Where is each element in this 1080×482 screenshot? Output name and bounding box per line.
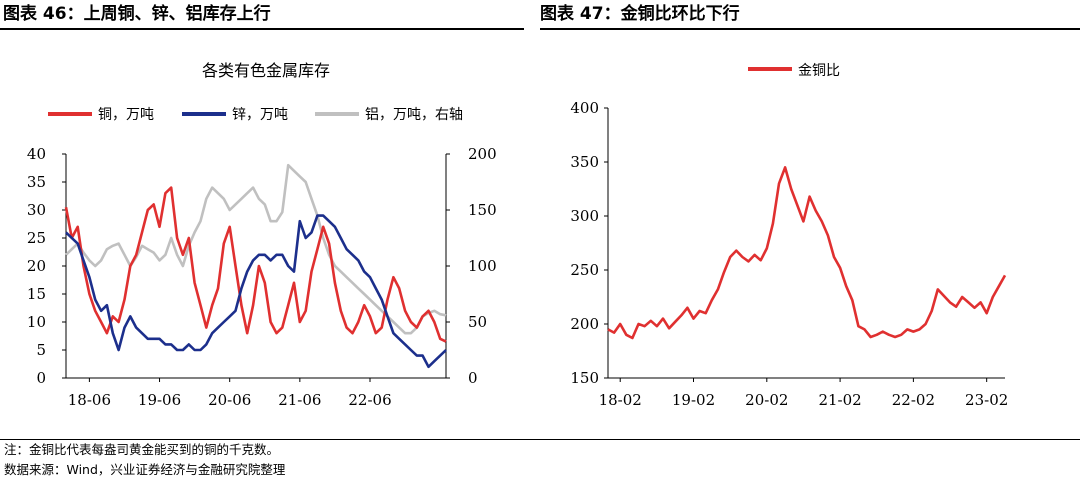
legend-label: 金铜比 bbox=[798, 63, 840, 79]
right-header-rule bbox=[540, 28, 1080, 30]
x-tick-label: 19-06 bbox=[138, 391, 181, 409]
right-chart-header: 图表 47：金铜比环比下行 bbox=[540, 4, 740, 24]
legend-label: 铝，万吨，右轴 bbox=[365, 107, 463, 123]
legend-label: 铜，万吨 bbox=[98, 107, 154, 123]
x-tick-label: 21-06 bbox=[278, 391, 321, 409]
y-tick-label: 250 bbox=[570, 261, 599, 279]
x-tick-label: 22-02 bbox=[892, 391, 935, 409]
footer-note: 注：金铜比代表每盎司黄金能买到的铜的千克数。 bbox=[4, 442, 280, 457]
y-left-tick-label: 15 bbox=[27, 285, 46, 303]
x-tick-label: 18-06 bbox=[68, 391, 111, 409]
y-left-tick-label: 35 bbox=[27, 173, 46, 191]
y-tick-label: 300 bbox=[570, 207, 599, 225]
y-left-tick-label: 40 bbox=[27, 145, 46, 163]
left-chart-header: 图表 46：上周铜、锌、铝库存上行 bbox=[3, 4, 271, 24]
y-left-tick-label: 10 bbox=[27, 313, 46, 331]
series-line-1 bbox=[65, 214, 447, 369]
x-tick-label: 22-06 bbox=[348, 391, 391, 409]
x-tick-label: 19-02 bbox=[672, 391, 715, 409]
y-left-tick-label: 30 bbox=[27, 201, 46, 219]
gold-copper-ratio-chart: 金铜比 150 200 250 300 350 400 18-02 19-02 20-02 21-0… bbox=[570, 63, 1008, 409]
y-right-tick-label: 100 bbox=[468, 257, 497, 275]
y-right-tick-label: 150 bbox=[468, 201, 497, 219]
x-tick-label: 18-02 bbox=[599, 391, 642, 409]
series-line-2 bbox=[65, 163, 447, 335]
y-tick-label: 200 bbox=[570, 315, 599, 333]
footer-source: 数据来源：Wind，兴业证券经济与金融研究院整理 bbox=[4, 462, 286, 477]
y-left-tick-label: 0 bbox=[36, 369, 46, 387]
x-tick-label: 23-02 bbox=[965, 391, 1008, 409]
left-header-rule bbox=[0, 28, 524, 30]
x-tick-label: 20-06 bbox=[208, 391, 251, 409]
x-tick-label: 20-02 bbox=[745, 391, 788, 409]
series-line-ratio bbox=[607, 166, 1007, 340]
chart-title: 各类有色金属库存 bbox=[202, 61, 330, 80]
legend-label: 锌，万吨 bbox=[232, 107, 288, 123]
y-tick-label: 150 bbox=[570, 369, 599, 387]
series-line-0 bbox=[64, 186, 447, 343]
x-tick-label: 21-02 bbox=[818, 391, 861, 409]
y-left-tick-label: 5 bbox=[36, 341, 46, 359]
y-tick-label: 400 bbox=[570, 99, 599, 117]
y-tick-label: 350 bbox=[570, 153, 599, 171]
y-left-tick-label: 25 bbox=[27, 229, 46, 247]
y-left-tick-label: 20 bbox=[27, 257, 46, 275]
y-right-tick-label: 50 bbox=[468, 313, 487, 331]
footer-rule bbox=[0, 439, 1080, 440]
y-right-tick-label: 0 bbox=[468, 369, 478, 387]
y-right-tick-label: 200 bbox=[468, 145, 497, 163]
